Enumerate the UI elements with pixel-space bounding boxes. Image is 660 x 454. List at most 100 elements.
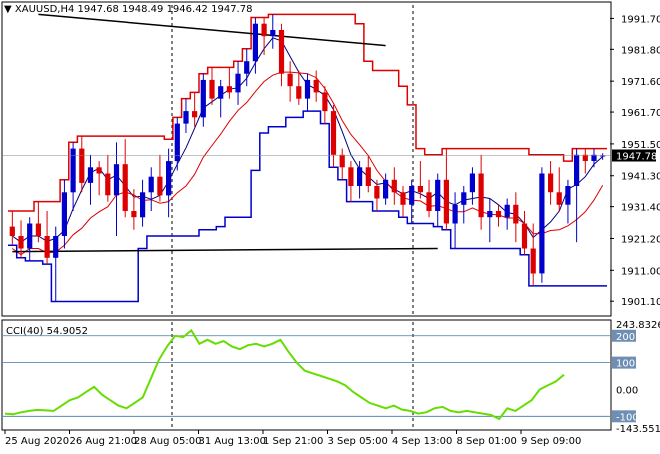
- last-price-tag-label: 1947.78: [616, 152, 657, 163]
- bull-candle: [61, 192, 67, 236]
- bear-candle: [296, 86, 302, 99]
- bull-candle: [218, 86, 224, 99]
- bull-candle: [235, 73, 241, 93]
- bull-candle: [600, 155, 606, 157]
- bear-candle: [122, 164, 128, 211]
- bear-candle: [330, 111, 337, 155]
- price-tick-label: 1961.70: [621, 108, 660, 119]
- price-tick-label: 1921.20: [621, 234, 660, 245]
- price-tick-label: 1981.80: [621, 45, 660, 56]
- bear-candle: [426, 192, 432, 211]
- bear-candle: [348, 167, 354, 186]
- cci-tick-label: 100: [616, 359, 635, 370]
- bear-candle: [209, 79, 215, 99]
- lower-channel-line: [8, 110, 607, 303]
- bull-candle: [70, 148, 76, 193]
- bear-candle: [105, 173, 111, 196]
- bear-candle: [96, 167, 102, 174]
- bear-candle: [374, 186, 380, 199]
- cci-line: [4, 328, 565, 421]
- bull-candle: [148, 176, 154, 193]
- time-tick-label: 4 Sep 13:00: [392, 436, 452, 447]
- bull-candle: [200, 79, 206, 118]
- bear-candle: [18, 236, 24, 249]
- price-tick-label: 1931.40: [621, 203, 660, 214]
- bear-candle: [495, 211, 502, 218]
- bear-candle: [192, 111, 198, 118]
- bull-candle: [574, 154, 580, 186]
- bear-candle: [443, 179, 449, 224]
- bear-candle: [478, 173, 484, 218]
- bear-candle: [44, 236, 50, 258]
- bear-candle: [9, 226, 15, 236]
- price-tick-label: 1901.10: [621, 297, 660, 308]
- support-trendline: [12, 247, 438, 253]
- bull-candle: [591, 154, 597, 161]
- bull-candle: [140, 192, 146, 218]
- bull-candle: [174, 123, 180, 162]
- time-tick-label: 1 Sep 21:00: [263, 436, 323, 447]
- bull-candle: [53, 236, 59, 258]
- bull-candle: [409, 186, 415, 205]
- bull-candle: [357, 167, 363, 186]
- bear-candle: [35, 223, 41, 236]
- bull-candle: [504, 204, 510, 218]
- chart-header: ▼ XAUUSD,H4 1947.68 1948.49 1946.42 1947…: [4, 4, 252, 15]
- bull-candle: [565, 186, 571, 205]
- price-tick-label: 1971.60: [621, 77, 660, 88]
- cci-tick-label: -143.5517: [616, 424, 660, 435]
- cci-header: CCI(40) 54.9052: [6, 326, 88, 337]
- cci-level-tag: [612, 356, 636, 369]
- bull-candle: [270, 30, 276, 37]
- cci-level-tag: [612, 410, 636, 423]
- bull-candle: [469, 173, 475, 193]
- cci-tick-label: 0.00: [616, 385, 638, 396]
- bear-candle: [131, 211, 137, 218]
- bull-candle: [87, 167, 94, 183]
- price-panel-frame: [1, 1, 612, 317]
- bull-candle: [27, 223, 33, 249]
- time-tick-label: 28 Aug 05:00: [134, 436, 201, 447]
- bull-candle: [539, 173, 545, 274]
- bear-candle: [322, 92, 328, 112]
- bear-candle: [530, 248, 536, 274]
- bull-candle: [113, 164, 120, 196]
- cci-tick-label: -100: [616, 412, 639, 423]
- last-price-tag: [612, 149, 656, 162]
- collapse-arrow-icon[interactable]: ▼: [4, 4, 12, 15]
- time-tick-label: 3 Sep 05:00: [328, 436, 388, 447]
- bull-candle: [452, 204, 458, 224]
- bear-candle: [513, 204, 519, 224]
- time-tick-label: 8 Sep 01:00: [457, 436, 517, 447]
- bear-candle: [365, 167, 371, 186]
- bear-candle: [391, 179, 397, 193]
- price-tick-label: 1941.30: [621, 172, 660, 183]
- cci-panel-frame: [1, 319, 612, 431]
- price-tick-label: 1911.00: [621, 266, 660, 277]
- bear-candle: [521, 223, 528, 249]
- bull-candle: [244, 61, 250, 74]
- cci-tick-label: 200: [616, 332, 635, 343]
- bear-candle: [226, 86, 232, 93]
- price-tick-label: 1991.70: [621, 14, 660, 25]
- time-tick-label: 31 Aug 13:00: [199, 436, 266, 447]
- symbol-quote-text: XAUUSD,H4 1947.68 1948.49 1946.42 1947.7…: [14, 4, 253, 15]
- bull-candle: [435, 179, 441, 211]
- bear-candle: [313, 79, 319, 93]
- resistance-trendline: [38, 13, 386, 47]
- bear-candle: [556, 192, 562, 205]
- bear-candle: [261, 23, 267, 37]
- time-tick-label: 9 Sep 09:00: [521, 436, 581, 447]
- bear-candle: [278, 30, 285, 74]
- bull-candle: [252, 23, 258, 62]
- time-tick-label: 26 Aug 21:00: [70, 436, 137, 447]
- bull-candle: [304, 79, 311, 99]
- bear-candle: [339, 154, 345, 168]
- price-tick-label: 1951.50: [621, 140, 660, 151]
- bear-candle: [79, 148, 85, 183]
- bull-candle: [383, 179, 389, 199]
- cci-label-text: CCI(40) 54.9052: [6, 326, 88, 337]
- bear-candle: [582, 154, 588, 161]
